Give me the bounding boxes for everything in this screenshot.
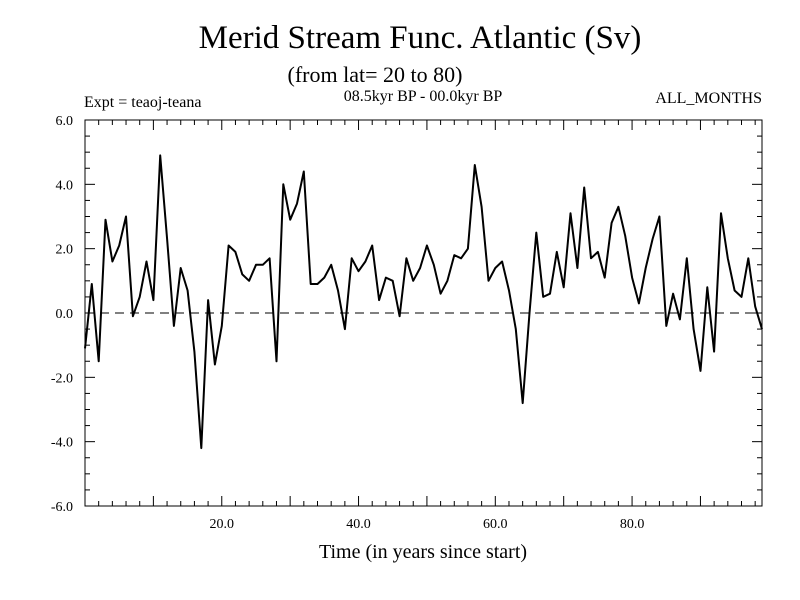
y-tick-label: 4.0: [56, 178, 74, 193]
chart-subtitle: (from lat= 20 to 80): [288, 62, 463, 87]
months-label: ALL_MONTHS: [655, 90, 762, 107]
y-tick-label: 6.0: [56, 114, 74, 129]
period-label: 08.5kyr BP - 00.0kyr BP: [344, 88, 503, 105]
y-tick-label: -6.0: [51, 500, 73, 515]
y-tick-label: -2.0: [51, 371, 73, 386]
experiment-label: Expt = teaoj-teana: [84, 94, 201, 111]
y-tick-label: -4.0: [51, 436, 73, 451]
y-tick-label: 0.0: [56, 307, 74, 322]
x-tick-label: 20.0: [210, 517, 235, 532]
chart-title: Merid Stream Func. Atlantic (Sv): [199, 20, 642, 56]
y-tick-label: 2.0: [56, 243, 74, 258]
x-axis-tick-labels: 20.0 40.0 60.0 80.0: [210, 517, 645, 532]
x-axis-ticks: [98, 120, 756, 506]
x-axis-label: Time (in years since start): [319, 541, 527, 563]
x-tick-label: 80.0: [620, 517, 645, 532]
series-line: [84, 154, 763, 450]
x-tick-label: 40.0: [346, 517, 371, 532]
y-axis-tick-labels: -6.0 -4.0 -2.0 0.0 2.0 4.0 6.0: [51, 114, 73, 515]
x-tick-label: 60.0: [483, 517, 508, 532]
